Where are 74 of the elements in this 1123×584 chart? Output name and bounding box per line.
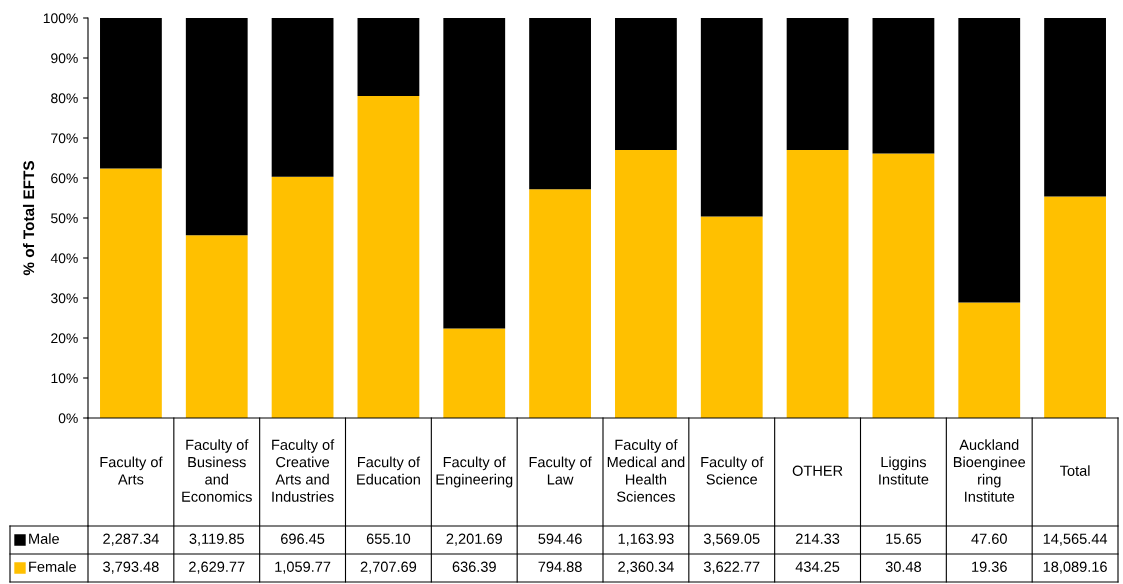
x-tick-label: Faculty of Science xyxy=(701,456,764,485)
text: 696.45 xyxy=(281,533,325,544)
text: 47.60 xyxy=(971,533,1007,544)
text: 594.46 xyxy=(538,533,582,544)
bar xyxy=(185,18,248,236)
bar xyxy=(872,153,935,418)
x-tick-label: Auckland Bioengineering Institute xyxy=(953,439,1026,502)
text: 655.10 xyxy=(366,533,411,544)
y-tick-label: 10% xyxy=(51,373,78,384)
bar xyxy=(357,96,420,418)
y-tick-label: 20% xyxy=(51,333,78,344)
legend-label: Female xyxy=(29,561,76,572)
y-tick-label: 40% xyxy=(50,253,78,264)
x-tick-label: Faculty of Education xyxy=(357,456,421,485)
x-tick-label: Faculty of Creative Arts and Industries xyxy=(272,439,335,502)
x-tick-label: Faculty of Arts xyxy=(100,456,163,485)
text: 2,360.34 xyxy=(618,561,674,574)
text: 3,119.85 xyxy=(189,533,244,546)
text: 14,565.44 xyxy=(1043,533,1108,546)
text: 2,707.69 xyxy=(360,561,417,574)
x-tick-label: OTHER xyxy=(792,465,843,476)
text: 2,287.34 xyxy=(103,533,159,546)
y-tick-label: 70% xyxy=(51,133,78,144)
text: 15.65 xyxy=(886,533,922,544)
text: 3,569.05 xyxy=(703,533,760,546)
bar xyxy=(958,302,1021,418)
bar xyxy=(1044,18,1106,197)
y-tick-label: 100% xyxy=(43,13,78,24)
text: 214.33 xyxy=(796,533,840,544)
x-tick-label: Faculty of Law xyxy=(529,456,592,485)
y-axis-title: % of Total EFTS xyxy=(22,161,35,276)
y-tick-label: 50% xyxy=(51,213,78,224)
bar xyxy=(185,235,248,418)
bar xyxy=(958,18,1021,303)
y-tick-label: 60% xyxy=(51,173,78,184)
bar xyxy=(100,168,162,418)
bar xyxy=(700,216,763,418)
x-tick-label: Faculty of Medical and Health Sciences xyxy=(607,439,685,502)
x-tick-label: Faculty of Business and Economics xyxy=(182,439,252,502)
text: 30.48 xyxy=(885,561,922,572)
bar xyxy=(615,18,677,150)
text: 1,163.93 xyxy=(618,533,674,546)
bar xyxy=(443,18,506,329)
bar xyxy=(271,18,334,177)
text: 19.36 xyxy=(972,561,1007,572)
legend-label: Male xyxy=(29,533,59,544)
bar xyxy=(529,18,591,190)
x-tick-label: Liggins Institute xyxy=(879,456,929,485)
bar xyxy=(700,18,763,217)
y-tick-label: 30% xyxy=(51,293,78,304)
bar xyxy=(357,18,420,96)
bar xyxy=(1044,196,1106,418)
text: 794.88 xyxy=(538,561,582,572)
y-tick-label: 0% xyxy=(58,413,78,424)
bar xyxy=(271,176,334,418)
bar xyxy=(443,328,506,418)
y-tick-label: 80% xyxy=(51,93,78,104)
bar xyxy=(529,189,591,418)
text: 2,201.69 xyxy=(446,533,502,546)
x-tick-label: Total xyxy=(1060,465,1090,476)
text: 1,059.77 xyxy=(275,561,331,574)
text: 3,793.48 xyxy=(103,561,159,574)
text: 434.25 xyxy=(795,561,840,572)
y-tick-label: 90% xyxy=(51,53,78,64)
bar xyxy=(872,18,935,154)
bar xyxy=(100,18,162,169)
bar xyxy=(786,150,849,418)
x-tick-label: Faculty of Engineering xyxy=(436,456,513,488)
text: 18,089.16 xyxy=(1043,561,1107,574)
text: 636.39 xyxy=(452,561,496,572)
text: 2,629.77 xyxy=(189,561,245,574)
bar xyxy=(786,18,849,150)
bar xyxy=(615,150,677,418)
text: 3,622.77 xyxy=(703,561,760,574)
